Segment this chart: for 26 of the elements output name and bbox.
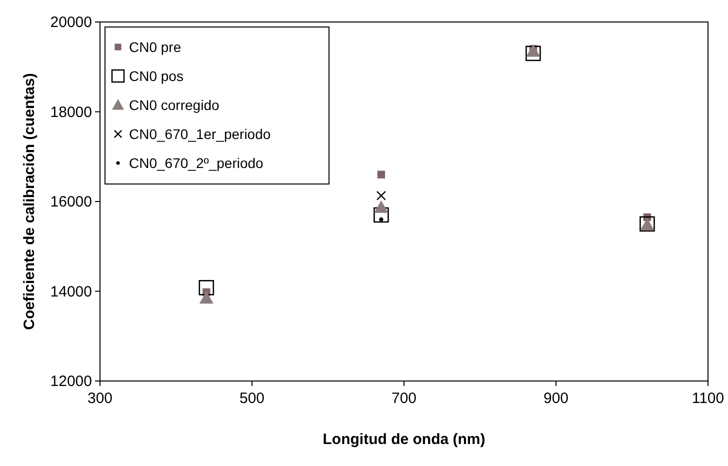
point (198, 280, 214, 296)
x-tick-label: 500 (239, 390, 265, 407)
legend-label: CN0 pos (129, 68, 184, 84)
y-tick-label: 20000 (50, 14, 92, 31)
point (379, 217, 384, 222)
x-tick-label: 700 (391, 390, 417, 407)
y-tick-label: 16000 (50, 194, 92, 210)
legend-label: CN0_670_1er_periodo (129, 126, 271, 142)
y-tick-label: 12000 (50, 373, 92, 390)
x-tick-label: 1100 (692, 390, 724, 407)
point (376, 190, 386, 200)
x-axis-title: Longitud de onda (nm) (322, 431, 486, 448)
legend-label: CN0_670_2º_periodo (129, 155, 264, 171)
legend-label: CN0 corregido (129, 97, 220, 113)
x-tick-label: 300 (87, 390, 113, 407)
point (526, 44, 540, 57)
y-tick-label: 18000 (50, 104, 92, 121)
point (526, 46, 541, 62)
point (199, 290, 214, 304)
point (374, 200, 388, 213)
y-axis-title: Coeficiente de calibración (cuentas) (21, 73, 38, 330)
point (374, 207, 389, 223)
legend-label: CN0 pre (129, 39, 182, 55)
point (377, 170, 386, 178)
x-tick-label: 900 (543, 390, 569, 407)
y-tick-label: 14000 (50, 283, 92, 300)
